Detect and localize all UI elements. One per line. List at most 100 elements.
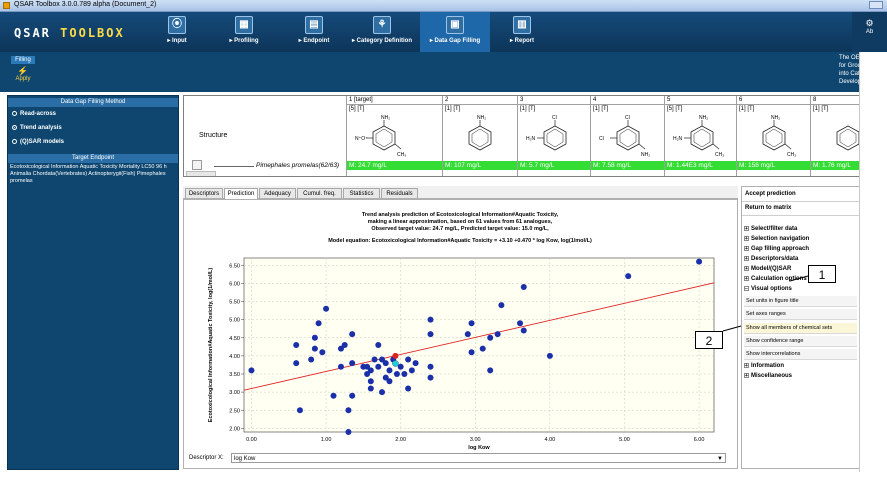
settings-icon[interactable]: ⚙ (865, 18, 874, 28)
analogue-point[interactable] (487, 367, 494, 374)
matrix-value-cell[interactable]: M: 1.76 mg/L (811, 161, 859, 170)
predicted-point[interactable] (392, 352, 399, 359)
analogue-point[interactable] (520, 284, 527, 290)
group-select-filter-data[interactable]: + Select/filter data (744, 225, 857, 233)
analogue-point[interactable] (405, 385, 412, 392)
group-descriptors-data[interactable]: + Descriptors/data (744, 255, 857, 263)
analogue-point[interactable] (494, 331, 501, 338)
expand-row-button[interactable] (192, 160, 202, 170)
analogue-point[interactable] (337, 345, 344, 352)
analogue-point[interactable] (345, 429, 352, 435)
analogue-point[interactable] (367, 367, 374, 374)
analogue-point[interactable] (546, 352, 553, 359)
analogue-point[interactable] (296, 407, 303, 414)
analogue-point[interactable] (315, 320, 322, 327)
analogue-point[interactable] (293, 342, 300, 348)
analogue-point[interactable] (382, 360, 389, 367)
analogue-point[interactable] (386, 378, 393, 385)
group-selection-navigation[interactable]: + Selection navigation (744, 235, 857, 243)
analogue-point[interactable] (408, 367, 415, 374)
analogue-point[interactable] (379, 356, 386, 363)
window-minimize-button[interactable] (869, 1, 883, 9)
tab-prediction[interactable]: Prediction (224, 188, 258, 199)
analogue-point[interactable] (330, 392, 337, 399)
analogue-point[interactable] (405, 356, 412, 363)
matrix-column[interactable]: 2 [1] [T] NH₂ M: 107 mg/L (442, 96, 517, 176)
analogue-point[interactable] (248, 367, 255, 374)
analogue-point[interactable] (382, 374, 389, 381)
analogue-point[interactable] (379, 389, 386, 396)
analogue-point[interactable] (364, 371, 371, 377)
accept-prediction-button[interactable]: Accept prediction (745, 191, 796, 197)
show-intercorrelations[interactable]: Show intercorrelations (744, 349, 857, 360)
radio-read-across[interactable]: Read-across (12, 111, 56, 117)
analogue-point[interactable] (498, 302, 505, 309)
matrix-column[interactable]: 3 [1] [T] Cl H₂N M: 5.7 mg/L (517, 96, 590, 176)
show-confidence-range[interactable]: Show confidence range (744, 336, 857, 347)
analogue-point[interactable] (364, 363, 371, 370)
ribbon-tab-input[interactable]: ⦿ ▸ Input (156, 12, 198, 52)
analogue-point[interactable] (375, 363, 382, 370)
analogue-point[interactable] (349, 360, 356, 367)
group-model-qsar[interactable]: + Model/(Q)SAR (744, 265, 857, 273)
set-units-in-figure-title[interactable]: Set units in figure title (744, 296, 857, 307)
analogue-point[interactable] (371, 356, 378, 363)
analogue-point[interactable] (349, 392, 356, 399)
analogue-point[interactable] (479, 345, 486, 352)
set-axes-ranges[interactable]: Set axes ranges (744, 309, 857, 320)
show-all-members-of-chemical-sets[interactable]: Show all members of chemical sets (744, 323, 857, 334)
analogue-point[interactable] (427, 331, 434, 338)
analogue-point[interactable] (349, 331, 356, 338)
analogue-point[interactable] (311, 345, 318, 352)
analogue-point[interactable] (293, 360, 300, 367)
analogue-point[interactable] (319, 349, 326, 356)
group-calculation-options[interactable]: + Calculation options (744, 275, 857, 283)
return-to-matrix-button[interactable]: Return to matrix (745, 205, 792, 211)
matrix-value-cell[interactable]: M: 5.7 mg/L (518, 161, 590, 170)
analogue-point[interactable] (427, 316, 434, 323)
target-point[interactable] (392, 360, 399, 367)
ribbon-tab-endpoint[interactable]: ▤ ▸ Endpoint (290, 12, 338, 52)
matrix-column[interactable]: 1 [target] [5] [T] NH₂ N⁺O⁻ CH₃ M: 24.7 mg/L (346, 96, 442, 176)
matrix-value-cell[interactable]: M: 24.7 mg/L (347, 161, 442, 170)
analogue-point[interactable] (401, 371, 408, 377)
matrix-column[interactable]: 6 [1] [T] NH₂ CH₃ M: 158 mg/L (736, 96, 810, 176)
tab-residuals[interactable]: Residuals (381, 188, 418, 198)
analogue-point[interactable] (345, 407, 352, 414)
analogue-point[interactable] (487, 334, 494, 341)
tab-descriptors[interactable]: Descriptors (185, 188, 223, 198)
analogue-point[interactable] (412, 360, 419, 367)
matrix-value-cell[interactable]: M: 7.58 mg/L (591, 161, 664, 170)
analogue-point[interactable] (397, 363, 404, 370)
analogue-point[interactable] (625, 273, 632, 280)
ribbon-tab-profiling[interactable]: ▦ ▸ Profiling (222, 12, 266, 52)
ribbon-tab-report[interactable]: ▥ ▸ Report (500, 12, 544, 52)
analogue-point[interactable] (468, 349, 475, 356)
analogue-point[interactable] (311, 334, 318, 341)
analogue-point[interactable] (367, 378, 374, 385)
matrix-column[interactable]: 5 [5] [T] NH₂ H₂N CH₃ M: 1.44E3 mg/L (664, 96, 736, 176)
analogue-point[interactable] (337, 363, 344, 370)
tab-cumul-freq[interactable]: Cumul. freq. (297, 188, 342, 198)
matrix-column[interactable]: 8 [1] [T] M: 1.76 mg/L (810, 96, 859, 176)
analogue-point[interactable] (367, 385, 374, 392)
horizontal-scrollbar[interactable] (186, 171, 216, 176)
ribbon-tab-data-gap-filling[interactable]: ▣ ▸ Data Gap Filling (420, 12, 490, 52)
group-miscellaneous[interactable]: + Miscellaneous (744, 372, 857, 380)
matrix-value-cell[interactable]: M: 107 mg/L (443, 161, 517, 170)
analogue-point[interactable] (427, 363, 434, 370)
radio-trend-analysis[interactable]: Trend analysis (12, 125, 62, 131)
apply-button[interactable]: ⚡ Apply (9, 66, 37, 86)
analogue-point[interactable] (323, 305, 330, 312)
analogue-point[interactable] (308, 356, 315, 363)
analogue-point[interactable] (696, 258, 703, 265)
tab-adequacy[interactable]: Adequacy (259, 188, 296, 198)
analogue-point[interactable] (341, 342, 348, 348)
analogue-point[interactable] (386, 367, 393, 374)
analogue-point[interactable] (468, 320, 475, 327)
analogue-point[interactable] (517, 320, 524, 327)
matrix-value-cell[interactable]: M: 158 mg/L (737, 161, 810, 170)
filling-tab[interactable]: Filling (11, 56, 35, 64)
group-visual-options[interactable]: − Visual options (744, 285, 857, 293)
matrix-column[interactable]: 4 [1] [T] Cl Cl NH₂ M: 7.58 mg/L (590, 96, 664, 176)
